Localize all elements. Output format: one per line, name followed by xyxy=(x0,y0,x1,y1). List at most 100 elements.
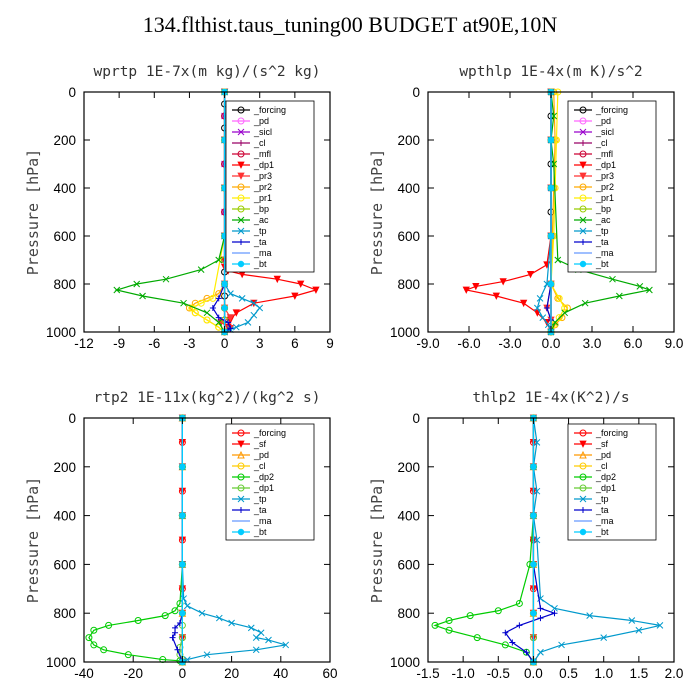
data-point xyxy=(215,614,223,622)
series-bt xyxy=(179,414,186,666)
data-point xyxy=(431,621,439,629)
data-point xyxy=(558,641,565,649)
legend-marker xyxy=(237,161,245,169)
legend-label: _cl xyxy=(253,138,266,148)
legend-label: _ac xyxy=(253,215,269,225)
figure-title: 134.flthist.taus_tuning00 BUDGET at90E,1… xyxy=(142,12,558,37)
data-point xyxy=(609,275,616,283)
data-point xyxy=(530,463,537,471)
legend-marker xyxy=(580,239,586,245)
y-axis-label: Pressure [hPa] xyxy=(24,477,42,603)
data-point xyxy=(179,512,186,519)
y-tick-label: 600 xyxy=(397,557,420,572)
y-tick-label: 1000 xyxy=(46,655,76,670)
data-point xyxy=(537,648,544,656)
data-point xyxy=(238,295,246,302)
y-tick-label: 200 xyxy=(397,460,420,475)
series-dp2 xyxy=(431,414,537,666)
data-point xyxy=(174,646,181,653)
y-tick-label: 600 xyxy=(397,229,420,244)
y-tick-label: 1000 xyxy=(390,655,420,670)
legend-label: _forcing xyxy=(253,428,286,438)
data-point xyxy=(203,651,211,659)
legend-label: _dp1 xyxy=(253,160,274,170)
legend-label: _sf xyxy=(253,439,267,449)
legend-label: _ta xyxy=(253,505,267,515)
data-point xyxy=(221,304,228,312)
data-point xyxy=(526,271,535,279)
legend-label: _cl xyxy=(595,138,608,148)
data-point xyxy=(635,626,643,634)
x-tick-label: 6 xyxy=(291,336,299,351)
legend-marker xyxy=(579,473,587,481)
legend-marker xyxy=(237,462,245,470)
y-axis-label: Pressure [hPa] xyxy=(368,477,386,603)
x-tick-label: -20 xyxy=(123,666,143,681)
legend-marker xyxy=(579,440,587,448)
legend-marker xyxy=(238,507,244,513)
y-tick-label: 200 xyxy=(53,133,76,148)
data-point xyxy=(551,604,558,612)
data-point xyxy=(297,280,305,288)
x-tick-label: 3 xyxy=(256,336,264,351)
data-point xyxy=(273,275,281,284)
x-tick-label: 60 xyxy=(322,666,337,681)
data-point xyxy=(252,646,260,654)
y-tick-label: 600 xyxy=(53,229,76,244)
y-tick-label: 800 xyxy=(397,606,420,621)
x-tick-label: 0.0 xyxy=(542,336,561,351)
legend-marker xyxy=(237,429,245,437)
y-tick-label: 0 xyxy=(412,85,420,100)
legend-label: _tp xyxy=(253,226,267,236)
data-point xyxy=(547,136,555,144)
legend-label: _pd xyxy=(595,450,611,460)
data-point xyxy=(256,304,264,312)
data-point xyxy=(530,609,537,617)
data-point xyxy=(203,316,211,324)
legend-marker xyxy=(579,128,587,136)
x-tick-label: 0 xyxy=(179,666,187,681)
x-tick-label: 1.5 xyxy=(629,666,648,681)
data-point xyxy=(509,639,516,646)
legend-label: _pd xyxy=(253,116,269,126)
legend-marker xyxy=(237,450,245,459)
data-point xyxy=(561,309,569,317)
panel-title: wpthlp 1E-4x(m K)/s^2 xyxy=(459,64,642,80)
series-bt xyxy=(547,88,555,336)
data-point xyxy=(523,649,530,656)
data-point xyxy=(537,615,544,622)
y-tick-label: 400 xyxy=(397,509,420,524)
legend-marker xyxy=(579,194,587,202)
data-point xyxy=(183,602,191,610)
legend-label: _ta xyxy=(595,505,609,515)
data-point xyxy=(501,641,509,649)
data-point xyxy=(543,305,550,311)
legend-label: _ma xyxy=(253,248,272,258)
data-point xyxy=(215,314,222,321)
data-point xyxy=(124,651,132,659)
x-tick-label: 2.0 xyxy=(665,666,684,681)
plot-frame xyxy=(83,417,331,663)
legend-marker xyxy=(237,106,245,114)
data-point xyxy=(656,622,664,629)
data-point xyxy=(547,232,555,240)
legend-label: _bt xyxy=(253,527,267,537)
y-tick-label: 400 xyxy=(397,181,420,196)
data-point xyxy=(581,299,589,307)
data-point xyxy=(646,286,653,294)
data-point xyxy=(533,536,541,544)
legend-marker xyxy=(579,161,587,169)
data-point xyxy=(113,286,121,294)
data-point xyxy=(247,624,255,632)
data-point xyxy=(215,295,222,302)
legend-label: _sf xyxy=(595,439,609,449)
legend-marker xyxy=(579,150,587,158)
legend-label: _pr1 xyxy=(595,193,614,203)
legend-marker xyxy=(237,205,245,213)
data-point xyxy=(291,292,299,300)
legend-marker xyxy=(237,216,245,224)
y-tick-label: 0 xyxy=(412,411,420,426)
x-tick-label: -1.0 xyxy=(452,666,475,681)
data-point xyxy=(536,295,544,302)
